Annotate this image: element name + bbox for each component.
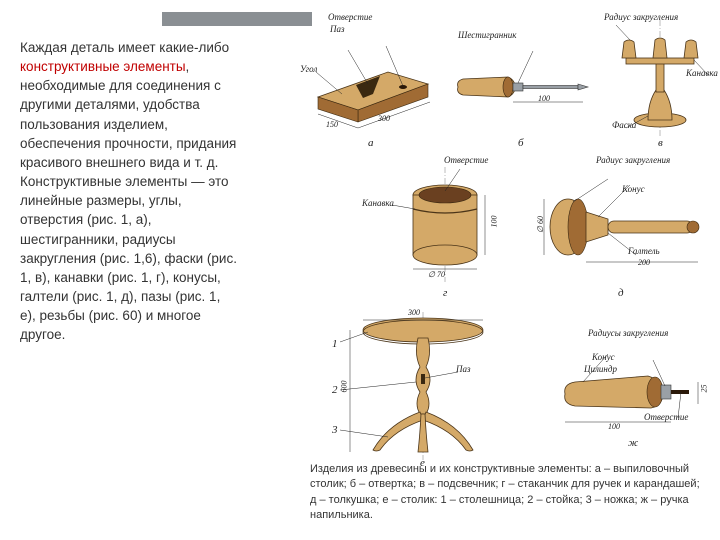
sub-zh: ж	[628, 437, 638, 449]
label-cilindr: Цилиндр	[584, 364, 617, 374]
sub-b: б	[518, 137, 524, 149]
dim-dia70: ∅ 70	[428, 270, 445, 279]
sub-v: в	[658, 137, 663, 149]
dim-25: 25	[700, 385, 709, 393]
fig-a	[308, 42, 438, 132]
num-3: 3	[332, 424, 338, 436]
text-pre: Каждая деталь имеет какие-либо	[20, 40, 229, 55]
fig-zh	[553, 352, 713, 437]
figure-area: Паз Отверстие Угол 150 300 а Шестигранни…	[308, 12, 713, 452]
label-radius-d: Радиус закругления	[596, 155, 670, 165]
dim-600: 600	[340, 381, 349, 393]
dim-300b: 300	[408, 308, 420, 317]
main-paragraph: Каждая деталь имеет какие-либо конструкт…	[20, 38, 238, 345]
label-radiusy: Радиусы закругления	[588, 328, 668, 338]
label-paz-a: Паз	[330, 24, 345, 34]
dim-200: 200	[638, 258, 650, 267]
num-1: 1	[332, 338, 338, 350]
dim-150: 150	[326, 120, 338, 129]
label-otverstie-g: Отверстие	[444, 155, 488, 165]
dim-100b: 100	[490, 216, 499, 228]
label-kanavka-g: Канавка	[362, 198, 394, 208]
fig-b	[453, 47, 593, 127]
label-shestigrannik: Шестигранник	[458, 30, 516, 40]
text-highlight: конструктивные элементы	[20, 59, 186, 74]
sub-a: а	[368, 137, 374, 149]
sub-g: г	[443, 287, 447, 299]
header-grey-bar	[162, 12, 312, 26]
dim-dia60: ∅ 60	[536, 216, 545, 233]
label-galtel: Галтель	[628, 246, 660, 256]
label-otverstie-a: Отверстие	[328, 12, 372, 22]
sub-e: е	[420, 457, 425, 469]
dim-100c: 100	[608, 422, 620, 431]
label-konus-zh: Конус	[592, 352, 615, 362]
figure-caption: Изделия из древесины и их конструктивные…	[310, 462, 705, 524]
text-post: , необходимые для соединения с другими д…	[20, 59, 237, 342]
dim-300: 300	[378, 114, 390, 123]
label-faska: Фаска	[612, 120, 636, 130]
fig-g	[390, 167, 500, 287]
label-konus: Конус	[622, 184, 645, 194]
label-kanavka: Канавка	[686, 68, 718, 78]
num-2: 2	[332, 384, 338, 396]
label-otverstie-zh: Отверстие	[644, 412, 688, 422]
sub-d: д	[618, 287, 624, 299]
dim-100: 100	[538, 94, 550, 103]
label-radius-v: Радиус закругления	[604, 12, 678, 22]
fig-e	[338, 312, 508, 462]
label-paz-e: Паз	[456, 364, 471, 374]
label-ugol: Угол	[300, 64, 317, 74]
